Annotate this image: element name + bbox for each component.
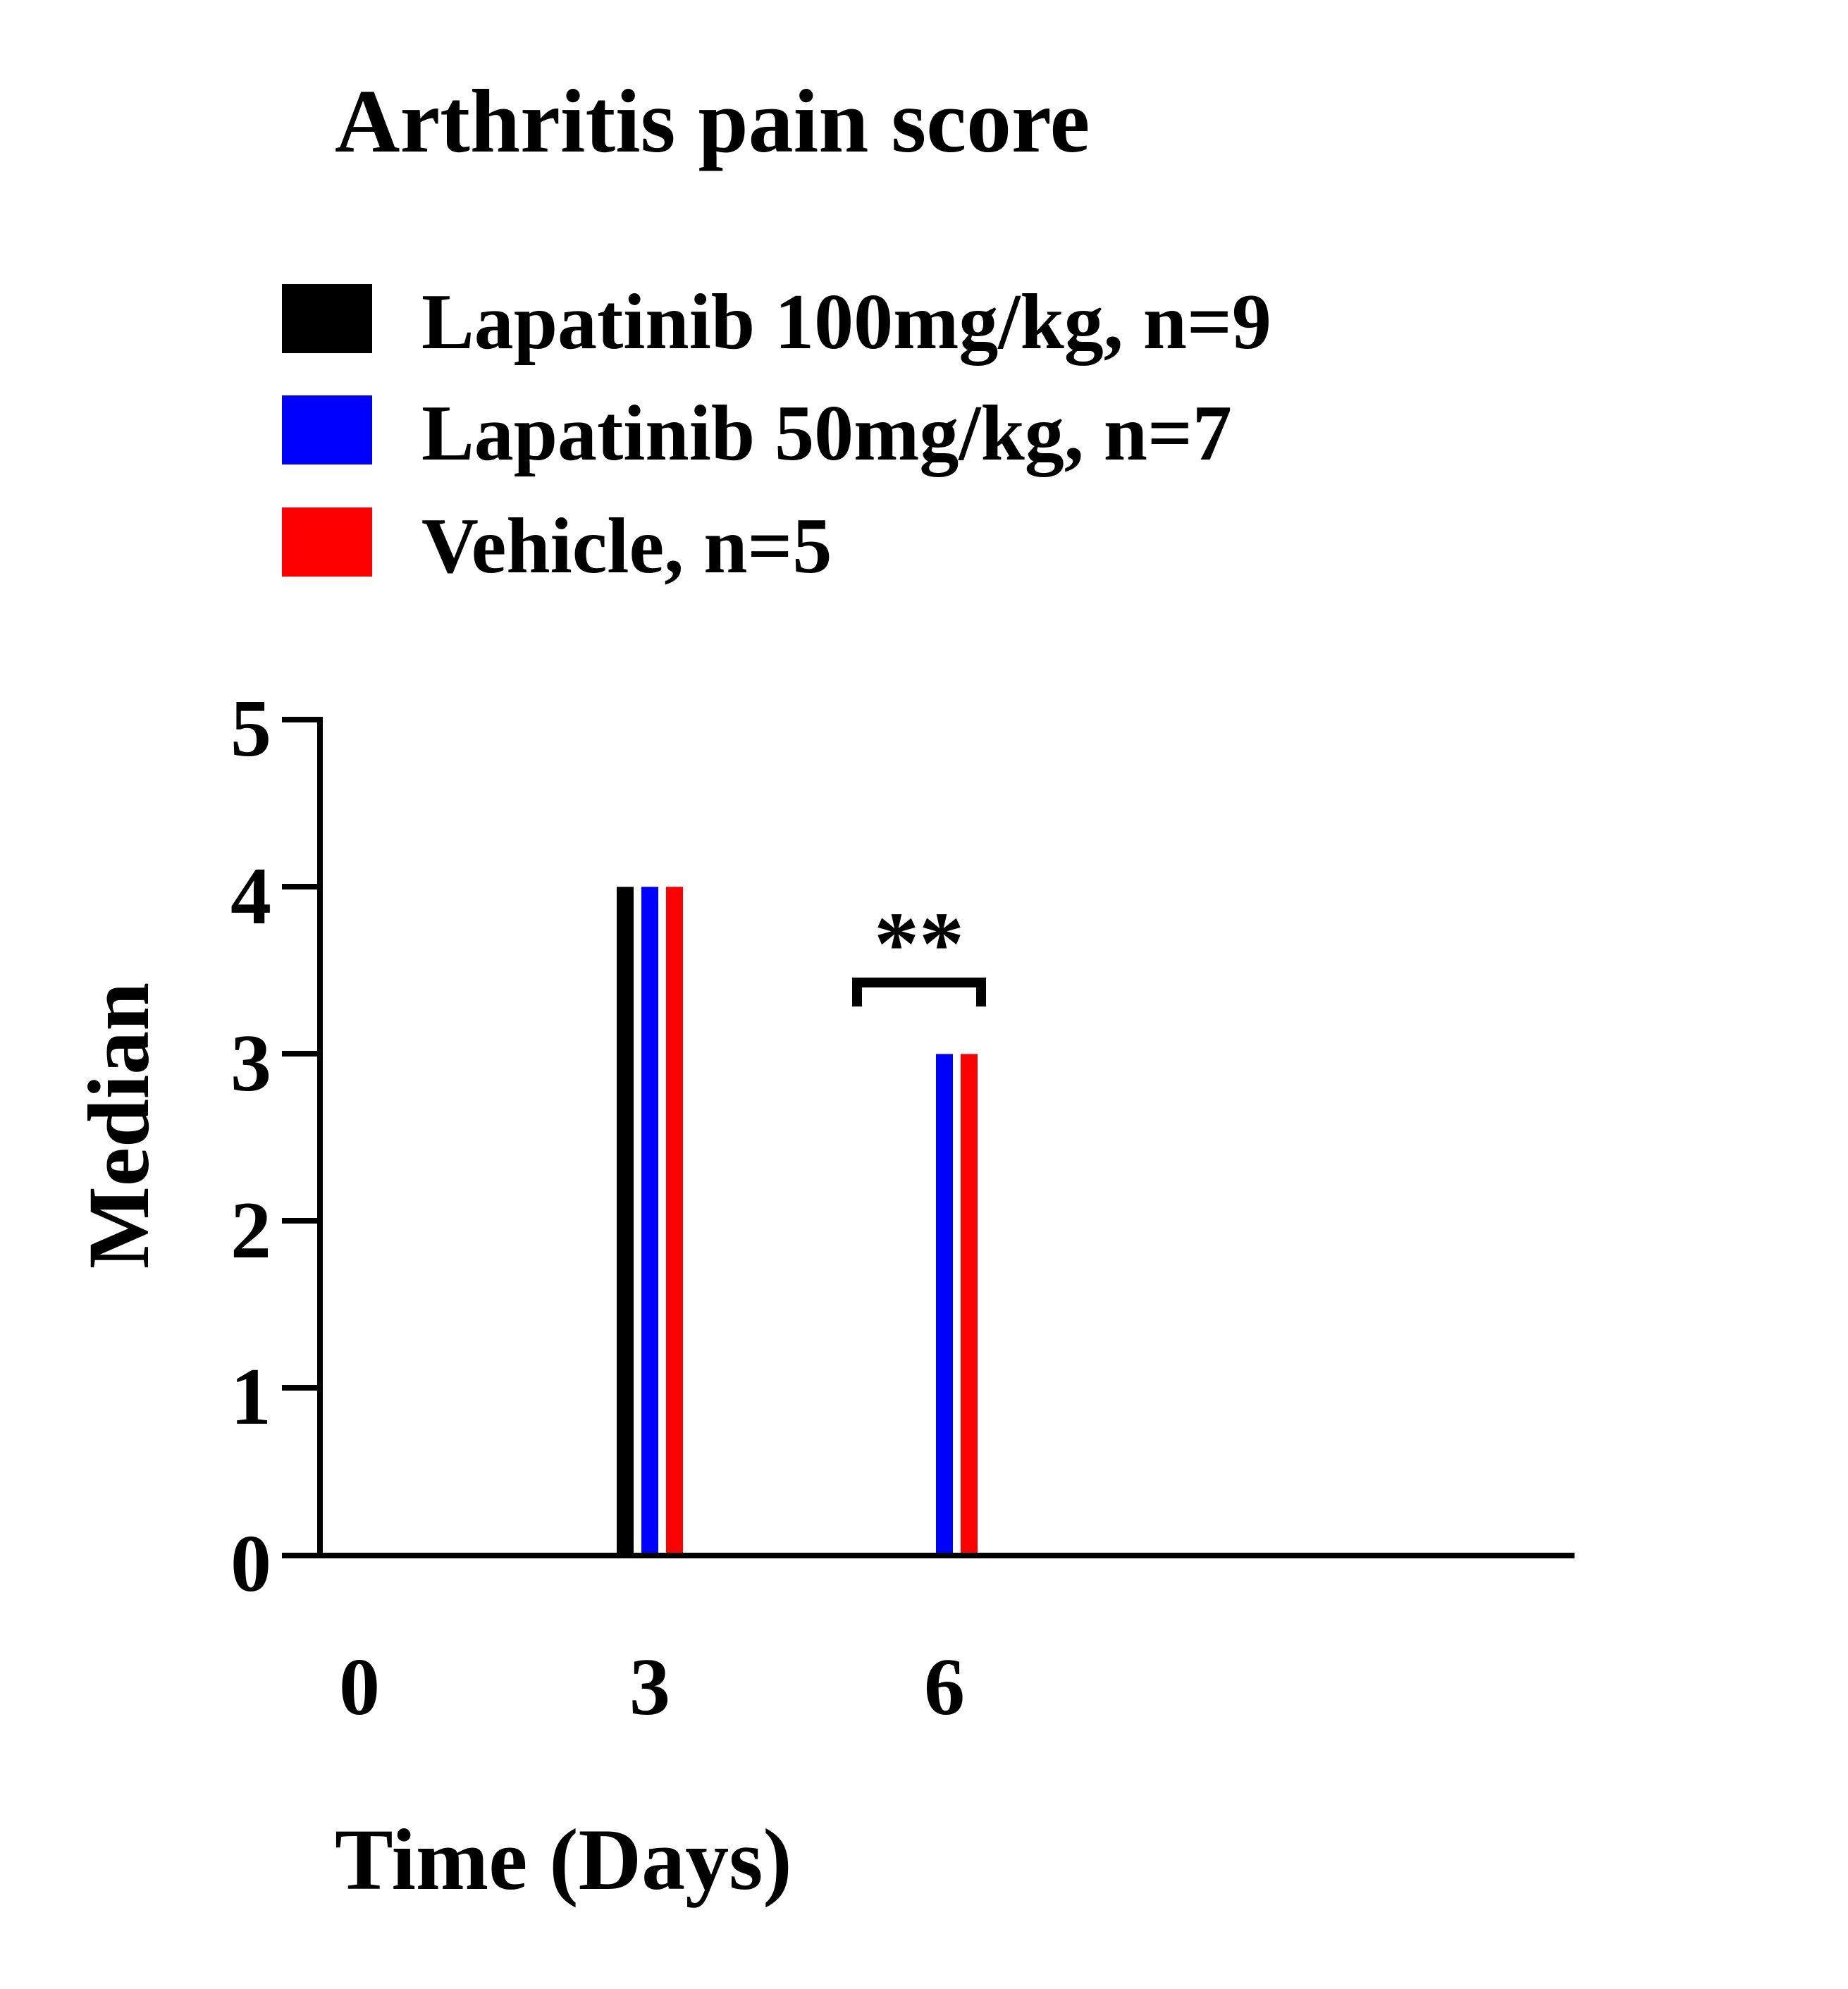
legend-swatch-lapatinib-100 (282, 284, 372, 353)
bar-vehicle-day-3 (666, 887, 683, 1556)
y-tick-label: 5 (230, 684, 271, 774)
bar-vehicle-day-6 (961, 1054, 978, 1556)
y-tick-label: 3 (230, 1018, 271, 1109)
y-tick-labels: 0 1 2 3 4 5 (230, 684, 271, 1609)
legend-label-vehicle: Vehicle, n=5 (421, 503, 832, 590)
y-tick-label: 0 (230, 1519, 271, 1609)
legend-label-lapatinib-50: Lapatinib 50mg/kg, n=7 (421, 390, 1232, 477)
x-tick-label: 6 (924, 1642, 965, 1732)
significance-label: ** (874, 894, 964, 994)
bar-lapatinib-100mg-kg-day-3 (617, 887, 634, 1556)
y-tick-label: 2 (230, 1186, 271, 1276)
legend: Lapatinib 100mg/kg, n=9 Lapatinib 50mg/k… (282, 278, 1271, 590)
legend-swatch-vehicle (282, 507, 372, 577)
bar-lapatinib-50mg-kg-day-3 (641, 887, 658, 1556)
bar-lapatinib-50mg-kg-day-6 (936, 1054, 953, 1556)
y-axis-label: Median (70, 983, 167, 1269)
x-axis-label: Time (Days) (335, 1811, 792, 1908)
legend-label-lapatinib-100: Lapatinib 100mg/kg, n=9 (421, 278, 1271, 366)
x-tick-labels: 0 3 6 (339, 1642, 965, 1732)
axes (282, 717, 1575, 1558)
legend-swatch-lapatinib-50 (282, 395, 372, 464)
y-tick-label: 1 (230, 1352, 271, 1442)
bars (617, 887, 978, 1556)
significance-bracket (852, 978, 986, 1006)
significance-annotation: ** (852, 894, 986, 1006)
chart-title: Arthritis pain score (335, 71, 1090, 171)
x-tick-label: 3 (629, 1642, 670, 1732)
y-tick-label: 4 (230, 851, 271, 942)
x-tick-label: 0 (339, 1642, 380, 1732)
